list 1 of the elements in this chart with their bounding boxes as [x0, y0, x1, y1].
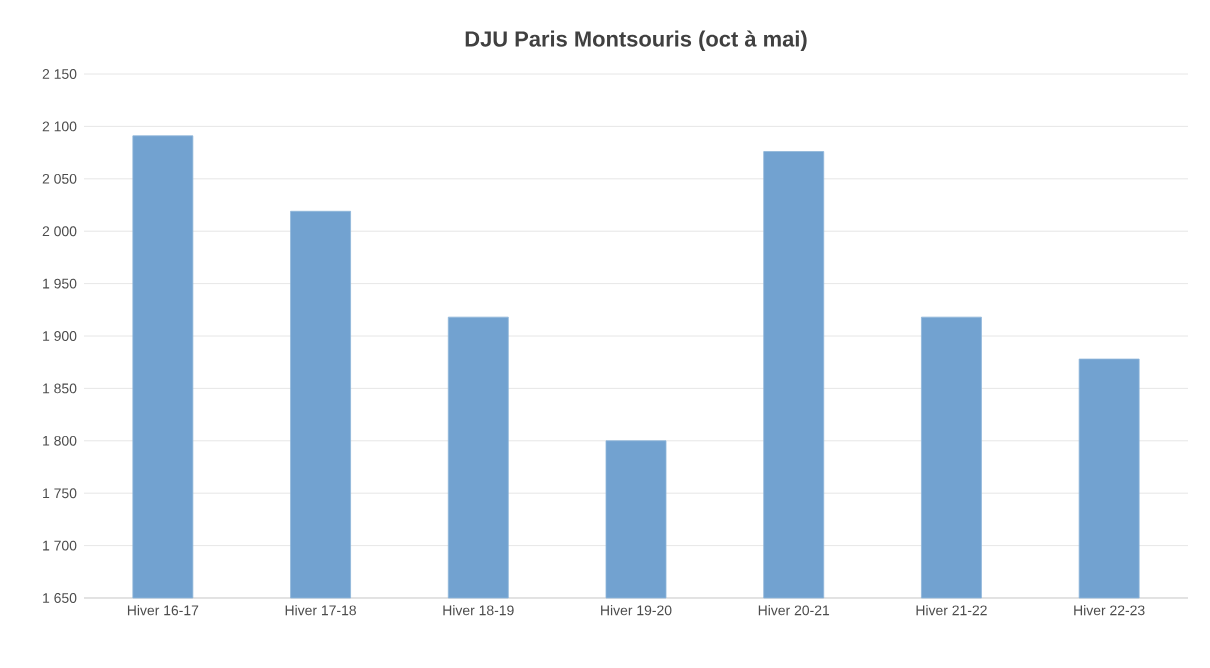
chart-title: DJU Paris Montsouris (oct à mai)	[465, 30, 807, 51]
